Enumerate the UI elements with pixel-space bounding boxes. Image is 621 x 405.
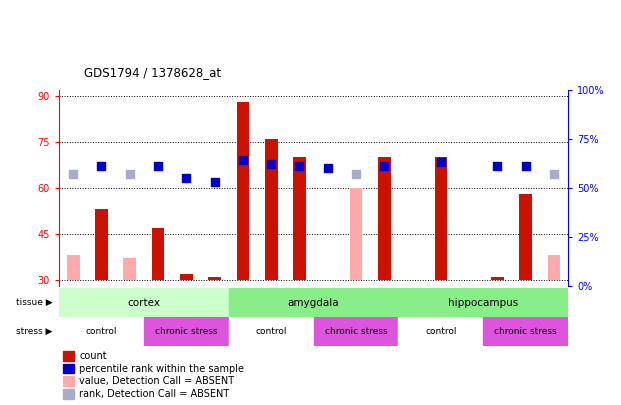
Point [68, 171, 78, 177]
Bar [229, 317, 314, 346]
Text: hippocampus: hippocampus [448, 298, 519, 307]
Text: chronic stress: chronic stress [325, 327, 388, 336]
Bar [124, 258, 136, 280]
Bar [63, 364, 75, 373]
Text: control: control [425, 327, 456, 336]
Point [294, 163, 304, 169]
Text: value, Detection Call = ABSENT: value, Detection Call = ABSENT [79, 376, 235, 386]
Text: cortex: cortex [127, 298, 160, 307]
Text: chronic stress: chronic stress [494, 327, 557, 336]
Bar [152, 228, 165, 280]
Point [210, 179, 220, 185]
Bar [483, 317, 568, 346]
Text: chronic stress: chronic stress [155, 327, 217, 336]
Bar [314, 317, 399, 346]
Point [379, 163, 389, 169]
Bar [144, 317, 229, 346]
Text: rank, Detection Call = ABSENT: rank, Detection Call = ABSENT [79, 389, 230, 399]
Bar [67, 255, 79, 280]
Bar [399, 317, 483, 346]
Point [181, 175, 191, 181]
Bar [548, 255, 560, 280]
Text: GDS1794 / 1378628_at: GDS1794 / 1378628_at [84, 66, 221, 79]
Text: count: count [79, 351, 107, 361]
Bar [59, 317, 144, 346]
Point [238, 157, 248, 164]
Point [436, 159, 446, 165]
Bar [435, 157, 447, 280]
Point [96, 163, 106, 169]
Bar [59, 288, 229, 317]
Bar [180, 274, 193, 280]
Bar [293, 157, 306, 280]
Text: control: control [255, 327, 287, 336]
Point [323, 165, 333, 171]
Bar [63, 376, 75, 386]
Point [125, 171, 135, 177]
Bar [237, 102, 249, 280]
Text: tissue ▶: tissue ▶ [16, 298, 53, 307]
Point [521, 163, 531, 169]
Bar [350, 188, 363, 280]
Bar [95, 209, 108, 280]
Bar [399, 288, 568, 317]
Text: control: control [86, 327, 117, 336]
Point [492, 163, 502, 169]
Bar [378, 157, 391, 280]
Bar [491, 277, 504, 280]
Bar [63, 389, 75, 399]
Bar [229, 288, 399, 317]
Point [153, 163, 163, 169]
Text: amygdala: amygdala [288, 298, 340, 307]
Point [351, 171, 361, 177]
Point [266, 161, 276, 167]
Bar [63, 351, 75, 361]
Bar [519, 194, 532, 280]
Point [549, 171, 559, 177]
Text: stress ▶: stress ▶ [16, 327, 53, 336]
Bar [265, 139, 278, 280]
Bar [208, 277, 221, 280]
Text: percentile rank within the sample: percentile rank within the sample [79, 364, 245, 373]
